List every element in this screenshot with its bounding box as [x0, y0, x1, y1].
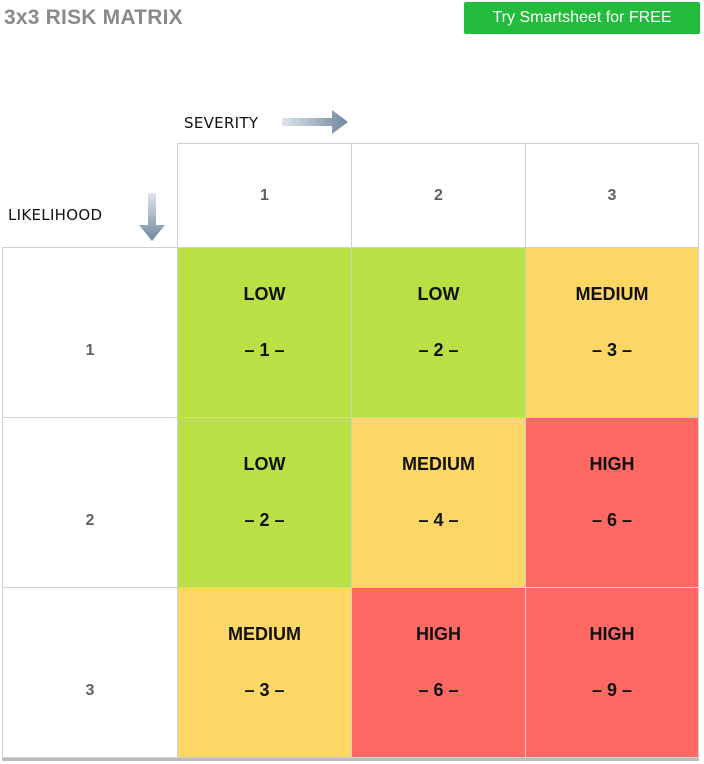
severity-axis-label: SEVERITY	[184, 114, 259, 132]
risk-score-label: – 2 –	[244, 510, 285, 530]
likelihood-header-label: 1	[85, 342, 95, 359]
likelihood-header-label: 2	[85, 512, 95, 529]
risk-score-label: – 4 –	[418, 510, 459, 530]
risk-level-label: MEDIUM	[228, 624, 301, 644]
severity-header-2: 2	[351, 143, 526, 248]
arrow-down-icon	[139, 193, 165, 241]
risk-cell-r2-c1: LOW – 2 –	[177, 417, 352, 588]
risk-level-label: MEDIUM	[402, 454, 475, 474]
severity-header-label: 2	[434, 187, 443, 204]
risk-cell-r1-c2: LOW – 2 –	[351, 247, 526, 418]
risk-score-label: – 3 –	[591, 340, 633, 360]
risk-score-label: – 9 –	[591, 680, 633, 700]
risk-score-label: – 6 –	[418, 680, 459, 700]
risk-level-label: LOW	[417, 284, 460, 304]
risk-score-label: – 3 –	[244, 680, 285, 700]
risk-cell-r1-c1: LOW – 1 –	[177, 247, 352, 418]
risk-level-label: HIGH	[416, 624, 461, 644]
severity-header-3: 3	[525, 143, 699, 248]
risk-level-label: HIGH	[589, 454, 635, 474]
risk-cell-r1-c3: MEDIUM – 3 –	[525, 247, 699, 418]
try-smartsheet-button[interactable]: Try Smartsheet for FREE	[464, 2, 700, 34]
likelihood-header-2: 2	[2, 417, 178, 588]
risk-matrix-grid: 1 2 3 1 2 3 LOW – 1 – LOW – 2 – MEDIUM –…	[2, 143, 699, 761]
risk-score-label: – 1 –	[244, 340, 285, 360]
likelihood-header-1: 1	[2, 247, 178, 418]
arrow-right-icon	[282, 110, 348, 134]
risk-cell-r3-c3: HIGH – 9 –	[525, 587, 699, 758]
risk-level-label: HIGH	[589, 624, 635, 644]
risk-cell-r2-c2: MEDIUM – 4 –	[351, 417, 526, 588]
bottom-border	[2, 758, 699, 761]
risk-cell-r2-c3: HIGH – 6 –	[525, 417, 699, 588]
risk-score-label: – 6 –	[591, 510, 633, 530]
likelihood-header-3: 3	[2, 587, 178, 758]
risk-level-label: LOW	[243, 284, 286, 304]
severity-header-label: 1	[260, 187, 269, 204]
severity-header-1: 1	[177, 143, 352, 248]
risk-cell-r3-c2: HIGH – 6 –	[351, 587, 526, 758]
likelihood-axis-label: LIKELIHOOD	[8, 206, 103, 224]
risk-level-label: MEDIUM	[575, 284, 649, 304]
severity-header-label: 3	[607, 187, 617, 204]
page-title: 3x3 RISK MATRIX	[4, 6, 183, 29]
risk-level-label: LOW	[243, 454, 286, 474]
risk-score-label: – 2 –	[418, 340, 459, 360]
risk-cell-r3-c1: MEDIUM – 3 –	[177, 587, 352, 758]
likelihood-header-label: 3	[85, 682, 95, 699]
